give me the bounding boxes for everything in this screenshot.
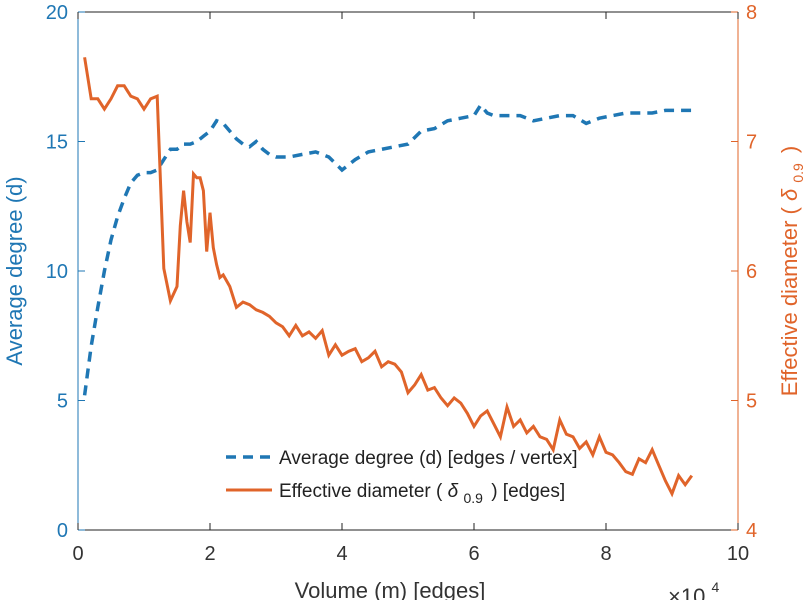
plot-area-background xyxy=(78,12,738,530)
x-axis-ticks: 0 2 4 6 8 10 xyxy=(72,12,749,565)
legend-label-ed-symbol: δ xyxy=(448,481,459,502)
right-tick-label: 5 xyxy=(746,391,757,413)
x-tick-label: 6 xyxy=(468,543,479,565)
left-tick-label: 0 xyxy=(57,520,68,542)
right-tick-label: 8 xyxy=(746,2,757,24)
right-axis-title-suffix: ) xyxy=(777,146,802,153)
average-degree-line xyxy=(82,102,692,396)
legend-label-effective-diameter: Effective diameter ( δ 0.9 ) [edges] xyxy=(279,481,565,508)
right-tick-label: 7 xyxy=(746,132,757,154)
x-tick-label: 10 xyxy=(727,543,749,565)
legend-label-ed-prefix: Effective diameter ( xyxy=(279,481,443,502)
left-tick-label: 5 xyxy=(57,391,68,413)
x-axis-title: Volume (m) [edges] xyxy=(295,578,486,600)
right-tick-label: 6 xyxy=(746,261,757,283)
x-tick-label: 4 xyxy=(336,543,347,565)
right-axis-title: Effective diameter ( δ 0.9 ) xyxy=(777,146,808,397)
left-axis-ticks: 0 5 10 15 20 xyxy=(46,2,85,542)
right-axis-title-symbol: δ xyxy=(777,188,802,201)
right-axis-ticks: 4 5 6 7 8 xyxy=(731,2,757,542)
legend-label-ed-subscript: 0.9 xyxy=(463,490,483,506)
right-tick-label: 4 xyxy=(746,520,757,542)
left-axis-title: Average degree (d) xyxy=(2,176,27,365)
x-axis-exponent-power: 4 xyxy=(711,579,719,595)
left-tick-label: 15 xyxy=(46,132,68,154)
legend-label-ed-suffix: ) [edges] xyxy=(491,481,565,502)
x-axis-exponent-base: ×10 xyxy=(668,584,705,600)
legend: Average degree (d) [edges / vertex] Effe… xyxy=(226,448,578,508)
x-tick-label: 0 xyxy=(72,543,83,565)
x-tick-label: 2 xyxy=(204,543,215,565)
left-tick-label: 20 xyxy=(46,2,68,24)
effective-diameter-line xyxy=(83,57,694,498)
right-axis-title-prefix: Effective diameter ( xyxy=(777,206,802,396)
right-axis-title-subscript: 0.9 xyxy=(790,163,806,183)
legend-label-average-degree: Average degree (d) [edges / vertex] xyxy=(279,448,578,469)
x-tick-label: 8 xyxy=(600,543,611,565)
left-tick-label: 10 xyxy=(46,261,68,283)
x-axis-exponent: ×10 4 xyxy=(668,579,719,600)
